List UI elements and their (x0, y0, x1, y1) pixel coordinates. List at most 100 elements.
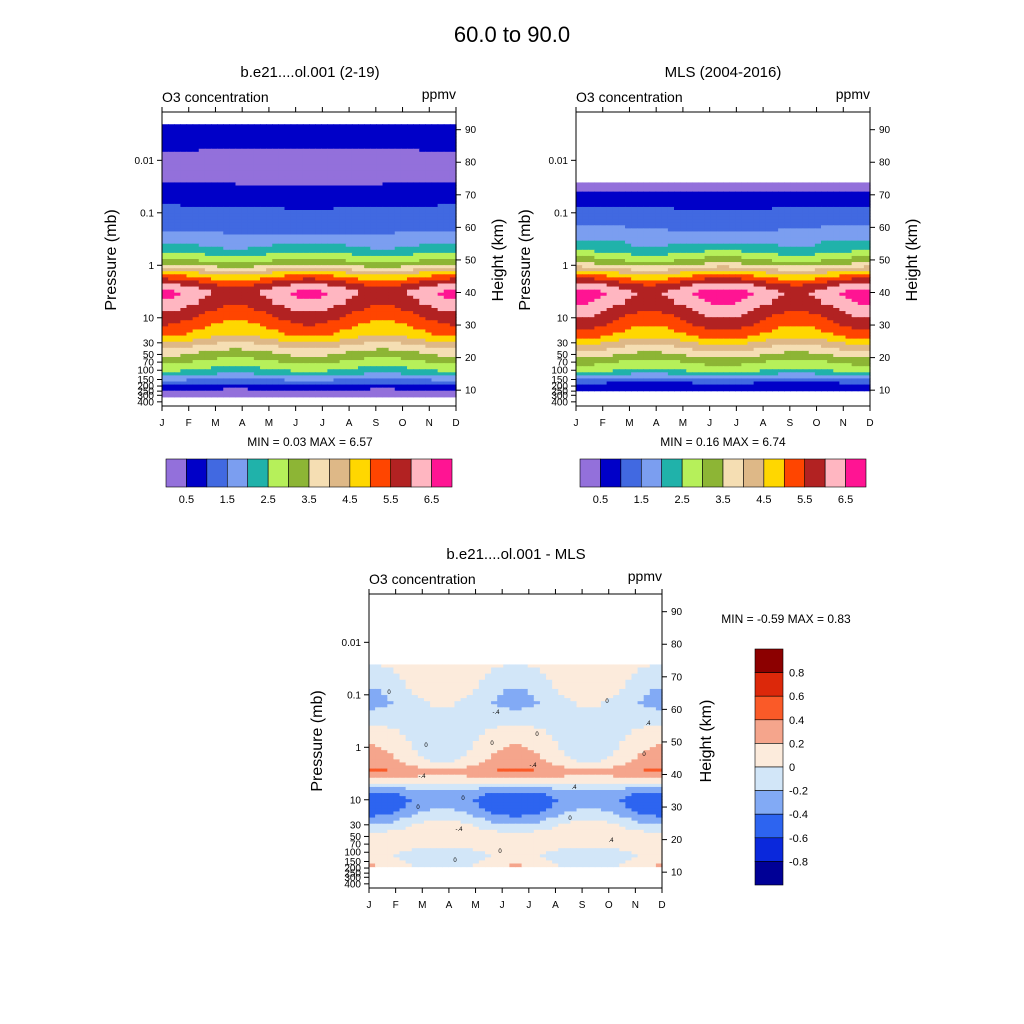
field-cell (162, 255, 169, 260)
field-cell (606, 191, 614, 196)
field-cell (449, 139, 457, 144)
field-cell (419, 277, 426, 282)
field-cell (425, 185, 433, 190)
field-cell (192, 323, 200, 327)
field-cell (296, 378, 304, 383)
field-cell (272, 286, 279, 291)
field-cell (186, 311, 194, 315)
field-cell (364, 347, 371, 352)
field-cell (309, 194, 316, 199)
field-cell (260, 292, 267, 297)
field-cell (192, 308, 200, 312)
field-cell (321, 259, 328, 263)
field-cell (278, 295, 286, 300)
field-cell (321, 357, 328, 361)
field-cell (376, 353, 384, 358)
field-cell (241, 200, 249, 205)
field-cell (437, 363, 445, 367)
field-cell (821, 216, 828, 220)
field-cell (180, 222, 188, 226)
field-cell (376, 246, 384, 251)
field-cell (582, 185, 589, 190)
field-cell (449, 240, 457, 245)
field-cell (419, 237, 426, 242)
field-cell (661, 182, 669, 187)
field-cell (223, 301, 230, 306)
field-cell (333, 213, 341, 217)
field-cell (290, 219, 298, 223)
field-cell (431, 308, 439, 312)
field-cell (425, 200, 433, 205)
field-cell (327, 350, 335, 355)
field-cell (168, 390, 175, 395)
field-cell (327, 286, 335, 291)
field-cell (321, 314, 328, 318)
field-cell (382, 222, 390, 226)
field-cell (284, 369, 292, 373)
field-cell (419, 311, 426, 315)
field-cell (821, 182, 828, 187)
field-cell (186, 161, 194, 165)
field-cell (376, 366, 384, 370)
field-cell (649, 185, 657, 190)
field-cell (260, 381, 267, 386)
field-cell (327, 203, 335, 208)
field-cell (162, 213, 169, 217)
field-cell (284, 194, 292, 199)
field-cell (413, 308, 420, 312)
field-cell (229, 139, 237, 144)
field-cell (437, 375, 445, 380)
field-cell (413, 353, 420, 358)
field-cell (192, 185, 200, 190)
field-cell (192, 200, 200, 205)
field-cell (388, 240, 396, 245)
field-cell (235, 170, 243, 174)
field-cell (315, 222, 322, 226)
field-cell (394, 301, 402, 306)
field-cell (419, 157, 426, 162)
x-tick-label: J (160, 418, 165, 429)
field-cell (223, 176, 230, 180)
field-cell (425, 249, 433, 254)
field-cell (419, 317, 426, 321)
field-cell (431, 185, 439, 190)
field-cell (400, 338, 408, 343)
field-cell (217, 234, 224, 239)
field-cell (235, 176, 243, 180)
field-cell (358, 170, 365, 174)
field-cell (260, 240, 267, 245)
field-cell (278, 335, 286, 340)
field-cell (370, 308, 377, 312)
field-cell (400, 179, 408, 184)
field-cell (370, 280, 377, 285)
field-cell (302, 350, 310, 355)
field-cell (449, 130, 457, 135)
field-cell (625, 182, 632, 187)
field-cell (186, 329, 194, 334)
field-cell (394, 295, 402, 300)
field-cell (351, 161, 359, 165)
field-cell (321, 301, 328, 306)
field-cell (278, 161, 286, 165)
field-cell (192, 378, 200, 383)
field-cell (321, 252, 328, 257)
field-cell (192, 271, 200, 275)
field-cell (211, 216, 218, 220)
field-cell (272, 289, 279, 294)
field-cell (309, 237, 316, 242)
field-cell (260, 326, 267, 331)
field-cell (351, 249, 359, 254)
field-cell (419, 366, 426, 370)
field-cell (388, 363, 396, 367)
field-cell (698, 182, 706, 187)
field-cell (333, 320, 341, 324)
field-cell (278, 301, 286, 306)
field-cell (253, 387, 261, 392)
field-cell (309, 314, 316, 318)
field-cell (437, 350, 445, 355)
field-cell (437, 390, 445, 395)
field-cell (309, 246, 316, 251)
field-cell (643, 203, 651, 208)
field-cell (168, 185, 175, 190)
field-cell (302, 157, 310, 162)
